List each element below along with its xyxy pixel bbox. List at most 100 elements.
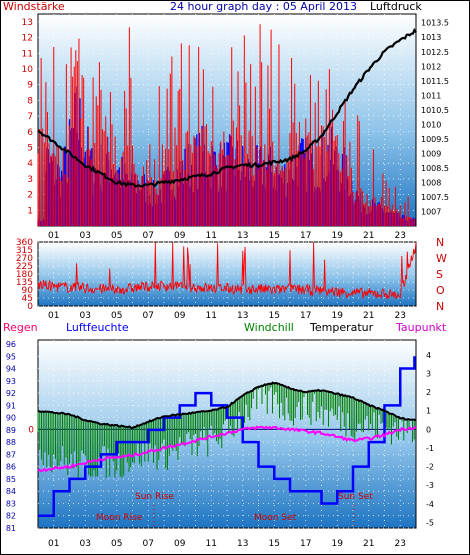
wind-tick-label: 13 xyxy=(22,18,33,28)
x-tick-label: 19 xyxy=(332,539,344,549)
wind-direction-grid xyxy=(38,241,416,307)
temperature-tick-label: 2 xyxy=(426,388,431,397)
pressure-tick-label: 1008 xyxy=(421,178,441,187)
direction-tick-label: 360 xyxy=(16,238,33,248)
x-tick-label: 17 xyxy=(300,231,311,241)
pressure-tick-label: 1012 xyxy=(421,62,441,71)
pressure-line xyxy=(37,28,417,189)
x-tick-label: 23 xyxy=(395,231,406,241)
pressure-tick-label: 1011 xyxy=(421,91,441,100)
x-tick-label: 11 xyxy=(206,539,217,549)
humidity-tick-label: 86 xyxy=(6,463,16,472)
pressure-tick-label: 1008.5 xyxy=(421,164,449,173)
wind-tick-label: 6 xyxy=(27,128,33,138)
temperature-tick-label: 1 xyxy=(426,407,431,416)
pressure-tick-label: 1009.5 xyxy=(421,135,449,144)
wind-direction-series xyxy=(37,242,417,300)
x-tick-label: 07 xyxy=(143,231,154,241)
x-tick-label: 09 xyxy=(174,311,186,321)
temperature-tick-label: 3 xyxy=(426,370,431,379)
wind-tick-label: 4 xyxy=(27,159,33,169)
humidity-tick-label: 84 xyxy=(6,487,16,496)
x-tick-label: 01 xyxy=(48,539,59,549)
x-tick-label: 21 xyxy=(363,231,374,241)
x-tick-label: 13 xyxy=(237,311,248,321)
x-tick-label: 03 xyxy=(80,311,91,321)
pressure-tick-label: 1010 xyxy=(421,120,441,129)
x-tick-label: 01 xyxy=(48,231,59,241)
direction-tick-label: 315 xyxy=(16,246,33,256)
x-tick-label: 01 xyxy=(48,311,59,321)
x-tick-label: 15 xyxy=(269,539,280,549)
direction-tick-label: 135 xyxy=(16,278,33,288)
pressure-tick-label: 1007 xyxy=(421,207,441,216)
temperature-line xyxy=(37,381,417,430)
compass-label: N xyxy=(436,300,444,313)
x-tick-label: 11 xyxy=(206,311,217,321)
pressure-tick-label: 1011.5 xyxy=(421,77,449,86)
wind-axis-title: Windstärke xyxy=(3,0,65,13)
wind-tick-label: 5 xyxy=(27,143,33,153)
wind-tick-label: 3 xyxy=(27,175,33,185)
x-tick-label: 19 xyxy=(332,311,344,321)
temperature-tick-label: 0 xyxy=(426,425,431,434)
pressure-tick-label: 1013.5 xyxy=(421,19,449,28)
temperature-tick-label: -1 xyxy=(426,444,434,453)
zero-marker-label: 0 xyxy=(28,425,34,435)
wind-pressure-series xyxy=(37,24,417,226)
humidity-tick-label: 89 xyxy=(6,426,16,435)
wind-direction-line xyxy=(37,242,417,300)
x-tick-label: 23 xyxy=(395,311,406,321)
direction-tick-label: 270 xyxy=(16,254,33,264)
humidity-tick-label: 85 xyxy=(6,475,16,484)
temperature-tick-label: 4 xyxy=(426,351,431,360)
dewpoint-line xyxy=(37,425,417,473)
compass-label: W xyxy=(436,252,447,265)
pressure-axis-title: Luftdruck xyxy=(370,0,422,13)
direction-tick-label: 45 xyxy=(22,294,33,304)
x-tick-label: 21 xyxy=(363,311,374,321)
humidity-tick-label: 96 xyxy=(6,340,16,349)
x-tick-label: 05 xyxy=(111,311,122,321)
sun-rise-label: Sun Rise xyxy=(135,492,174,502)
pressure-tick-label: 1013 xyxy=(421,33,441,42)
wind-direction-panel xyxy=(37,241,417,307)
humidity-temperature-series xyxy=(37,356,417,517)
compass-label: N xyxy=(436,236,444,249)
temperature-tick-label: -3 xyxy=(426,481,434,490)
axis-labels: 1234567891011121310071007.510081008.5100… xyxy=(6,18,449,549)
x-tick-label: 13 xyxy=(237,539,248,549)
pressure-tick-label: 1010.5 xyxy=(421,106,449,115)
wind-tick-label: 1 xyxy=(27,206,33,216)
legend-dewpoint: Taupunkt xyxy=(395,321,447,334)
wind-tick-label: 7 xyxy=(27,112,33,122)
wind-tick-label: 9 xyxy=(27,81,33,91)
humidity-tick-label: 95 xyxy=(6,352,16,361)
x-tick-label: 11 xyxy=(206,231,217,241)
humidity-tick-label: 82 xyxy=(6,512,16,521)
humidity-tick-label: 94 xyxy=(6,365,16,374)
direction-tick-label: 180 xyxy=(16,270,33,280)
humidity-tick-label: 91 xyxy=(6,401,16,410)
wind-tick-label: 2 xyxy=(27,191,33,201)
sun-set-label: Sun Set xyxy=(338,492,373,502)
x-tick-label: 17 xyxy=(300,311,311,321)
humidity-tick-label: 92 xyxy=(6,389,16,398)
x-tick-label: 03 xyxy=(80,231,91,241)
compass-label: S xyxy=(436,268,443,281)
x-tick-label: 15 xyxy=(269,311,280,321)
compass-label: O xyxy=(436,284,445,297)
wind-tick-label: 11 xyxy=(22,49,33,59)
pressure-tick-label: 1009 xyxy=(421,149,441,158)
x-tick-label: 15 xyxy=(269,231,280,241)
x-tick-label: 05 xyxy=(111,539,122,549)
legend-windchill: Windchill xyxy=(244,321,294,334)
humidity-tick-label: 83 xyxy=(6,499,16,508)
direction-tick-label: 225 xyxy=(16,262,33,272)
direction-tick-label: 0 xyxy=(27,302,33,312)
direction-tick-label: 90 xyxy=(22,286,34,296)
x-tick-label: 07 xyxy=(143,311,154,321)
x-tick-label: 17 xyxy=(300,539,311,549)
wind-tick-label: 10 xyxy=(22,65,34,75)
temperature-tick-label: -5 xyxy=(426,518,434,527)
